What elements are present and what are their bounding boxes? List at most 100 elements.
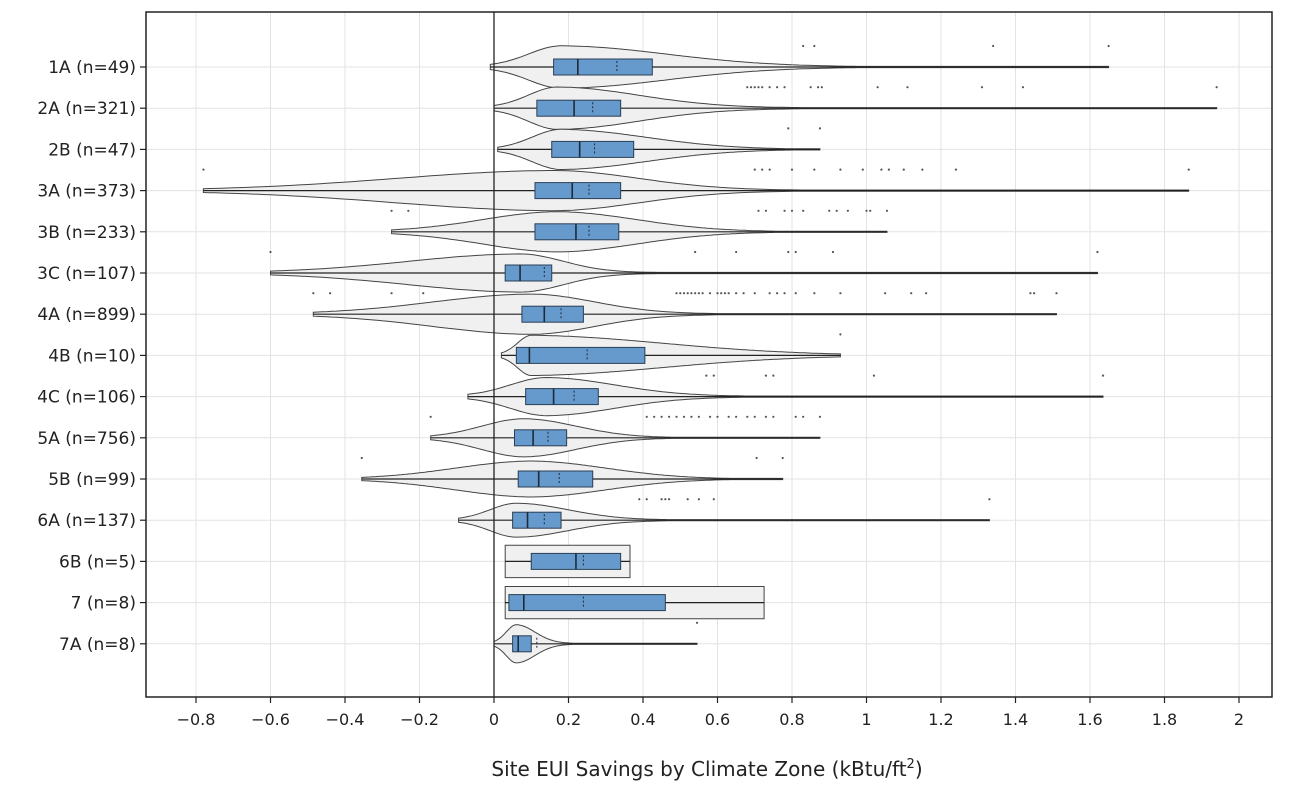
- outlier-point: [723, 292, 727, 295]
- iqr-box: [513, 429, 568, 447]
- category-label: 6B (n=5): [59, 552, 136, 572]
- x-axis-title-close: ): [915, 757, 923, 781]
- x-tick-label: −0.6: [251, 710, 290, 729]
- iqr-box: [536, 99, 622, 117]
- outlier-point: [876, 86, 879, 89]
- outlier-point: [768, 292, 771, 295]
- outlier-point: [768, 168, 771, 171]
- outlier-point: [690, 292, 693, 295]
- outlier-point: [695, 621, 699, 624]
- outlier-point: [645, 498, 648, 501]
- outlier-point: [839, 168, 842, 171]
- outlier-point: [906, 86, 909, 89]
- outlier-point: [1215, 86, 1218, 89]
- category-label: 7 (n=8): [71, 594, 136, 614]
- outlier-point: [638, 498, 641, 501]
- outlier-point: [781, 456, 784, 460]
- outlier-point: [828, 209, 831, 212]
- outlier-point: [697, 292, 700, 295]
- outlier-point: [705, 374, 708, 377]
- outlier-point: [980, 86, 984, 89]
- outlier-point: [690, 415, 693, 418]
- outlier-point: [839, 333, 842, 336]
- x-tick-label: 0: [489, 710, 499, 729]
- outlier-point: [269, 250, 272, 254]
- outlier-point: [783, 292, 786, 295]
- outlier-point: [329, 292, 332, 295]
- iqr-box: [517, 470, 594, 488]
- x-tick-label: 0.2: [556, 710, 581, 729]
- outlier-point: [783, 209, 786, 212]
- outlier-point: [887, 168, 890, 171]
- iqr-box: [515, 346, 646, 364]
- outlier-point: [407, 209, 410, 212]
- outlier-point: [776, 292, 779, 295]
- outlier-point: [716, 292, 719, 295]
- x-tick-label: 1: [861, 710, 871, 729]
- outlier-point: [818, 127, 822, 130]
- outlier-point: [720, 292, 723, 295]
- outlier-point: [697, 415, 700, 418]
- outliers: [202, 44, 1218, 624]
- iqr-box: [551, 140, 635, 158]
- x-tick-label: −0.2: [400, 710, 439, 729]
- outlier-point: [653, 415, 656, 418]
- x-axis-title-main: Site EUI Savings by Climate Zone (kBtu/f…: [491, 757, 906, 781]
- category-label: 5A (n=756): [37, 429, 136, 449]
- outlier-point: [735, 250, 738, 254]
- outlier-point: [1187, 168, 1190, 171]
- category-label: 7A (n=8): [59, 635, 136, 655]
- outlier-point: [1096, 250, 1099, 254]
- x-tick-label: 0.4: [630, 710, 655, 729]
- outlier-point: [802, 415, 805, 418]
- outlier-point: [660, 498, 663, 501]
- outlier-point: [202, 168, 205, 171]
- outlier-point: [835, 209, 838, 212]
- outlier-point: [764, 374, 768, 377]
- outlier-point: [708, 415, 712, 418]
- outlier-point: [1033, 292, 1036, 295]
- outlier-point: [925, 292, 928, 295]
- outlier-point: [910, 292, 913, 295]
- outlier-point: [1107, 44, 1110, 48]
- outlier-point: [735, 292, 738, 295]
- outlier-point: [818, 415, 822, 418]
- plot-frame: [145, 11, 1273, 698]
- x-tick-label: 0.8: [779, 710, 804, 729]
- boxes: [203, 58, 1217, 653]
- outlier-point: [790, 168, 794, 171]
- category-label: 1A (n=49): [48, 58, 136, 78]
- outlier-point: [753, 292, 756, 295]
- category-label: 3C (n=107): [37, 264, 136, 284]
- outlier-point: [667, 498, 671, 501]
- outlier-point: [312, 292, 315, 295]
- x-tick-label: −0.8: [177, 710, 216, 729]
- outlier-point: [682, 415, 686, 418]
- outlier-point: [753, 415, 756, 418]
- outlier-point: [902, 168, 905, 171]
- outlier-point: [727, 415, 730, 418]
- iqr-box: [553, 58, 653, 76]
- outlier-point: [694, 250, 697, 254]
- outlier-point: [708, 292, 712, 295]
- outlier-point: [794, 292, 797, 295]
- outlier-point: [869, 209, 872, 212]
- outlier-point: [880, 168, 883, 171]
- outlier-point: [712, 374, 715, 377]
- outlier-point: [861, 168, 864, 171]
- outlier-point: [809, 86, 812, 89]
- iqr-box: [525, 388, 599, 406]
- outlier-point: [716, 415, 719, 418]
- x-tick-label: −0.4: [326, 710, 365, 729]
- outlier-point: [757, 209, 760, 212]
- iqr-box: [512, 635, 532, 653]
- outlier-point: [787, 127, 790, 130]
- outlier-point: [645, 415, 648, 418]
- outlier-point: [422, 292, 425, 295]
- outlier-point: [816, 86, 820, 89]
- outlier-point: [753, 168, 756, 171]
- outlier-point: [772, 415, 775, 418]
- outlier-point: [813, 292, 816, 295]
- outlier-point: [865, 209, 868, 212]
- outlier-point: [686, 292, 689, 295]
